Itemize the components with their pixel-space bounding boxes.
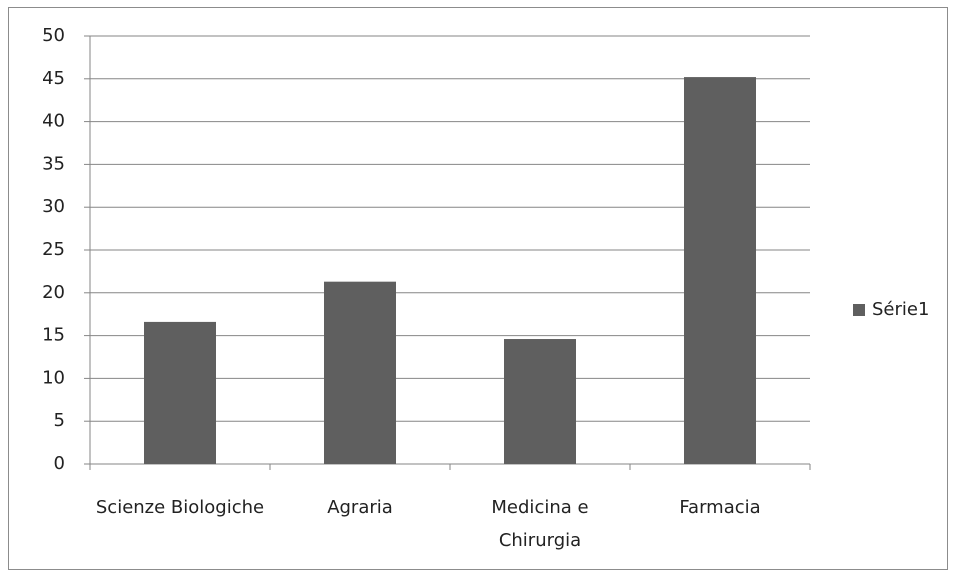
y-tick-label: 30 xyxy=(42,196,65,217)
bar xyxy=(144,321,216,464)
legend-label: Série1 xyxy=(872,299,929,320)
chart-frame xyxy=(8,7,948,570)
legend-swatch xyxy=(853,304,865,316)
x-tick-label: Agraria xyxy=(327,497,393,518)
y-tick-label: 0 xyxy=(54,453,65,474)
x-tick-label: Medicina e Chirurgia xyxy=(491,497,589,551)
y-tick-label: 5 xyxy=(54,410,65,431)
x-tick-label: Scienze Biologiche xyxy=(95,497,265,518)
y-tick-label: 35 xyxy=(42,153,65,174)
bar xyxy=(504,339,576,464)
y-tick-label: 40 xyxy=(42,111,65,132)
y-tick-label: 25 xyxy=(42,239,65,260)
y-tick-label: 15 xyxy=(42,325,65,346)
y-tick-label: 50 xyxy=(42,25,65,46)
y-tick-label: 45 xyxy=(42,68,65,89)
bar xyxy=(684,77,756,464)
y-tick-label: 20 xyxy=(42,282,65,303)
y-tick-label: 10 xyxy=(42,367,65,388)
x-tick-label: Farmacia xyxy=(679,497,761,518)
bar xyxy=(324,281,396,464)
